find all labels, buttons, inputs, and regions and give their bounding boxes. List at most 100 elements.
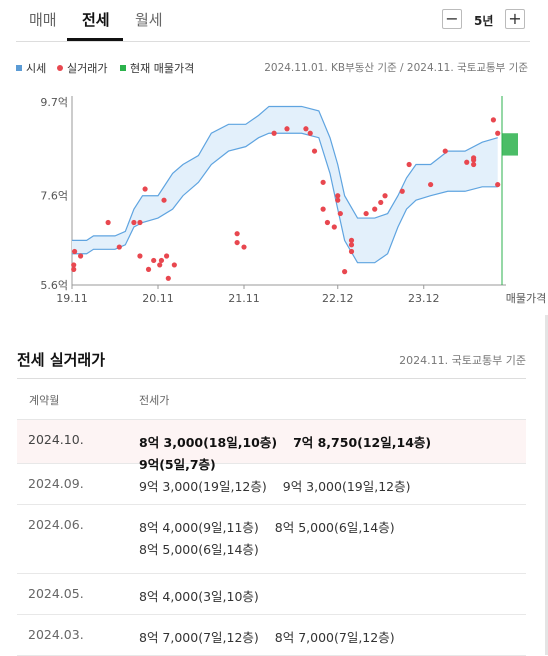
tab-monthly-rent[interactable]: 월세: [135, 11, 163, 29]
transaction-point[interactable]: [363, 210, 369, 217]
transaction-point[interactable]: [303, 126, 309, 132]
legend-item-listing-price[interactable]: 현재 매물가격: [120, 60, 194, 76]
y-tick-label: 7.6억: [40, 190, 68, 203]
transaction-point[interactable]: [320, 179, 326, 185]
legend-item-transactions[interactable]: 실거래가: [57, 60, 107, 76]
deal-entry: 9억 3,000(19일,12층): [282, 479, 411, 494]
x-tick-label: 22.12: [322, 292, 354, 305]
transaction-point[interactable]: [165, 275, 171, 281]
transaction-point[interactable]: [382, 193, 388, 199]
transaction-point[interactable]: [342, 269, 348, 275]
deal-entry: 8억 3,000(18일,10층): [139, 435, 278, 450]
transaction-point[interactable]: [116, 244, 122, 250]
x-tick-label: 19.11: [56, 292, 88, 305]
transaction-point[interactable]: [164, 253, 170, 259]
transaction-point[interactable]: [171, 262, 177, 268]
transaction-point[interactable]: [307, 130, 313, 136]
deal-entry: 8억 7,000(7일,12층): [274, 630, 395, 645]
transaction-point[interactable]: [145, 266, 152, 272]
transaction-point[interactable]: [490, 117, 496, 123]
transaction-point[interactable]: [234, 231, 240, 237]
transaction-point[interactable]: [142, 186, 148, 192]
transaction-point[interactable]: [158, 257, 165, 264]
deal-list: 9억 3,000(19일,12층) 9억 3,000(19일,12층): [139, 476, 524, 498]
transaction-point[interactable]: [157, 262, 163, 268]
price-chart[interactable]: 5.6억 7.6억 9.7억 19.11 20.11 21.11 22.12 23.12 매물가…: [0, 80, 548, 312]
transaction-point[interactable]: [311, 148, 318, 154]
transaction-point[interactable]: [495, 181, 501, 188]
market-price-upper-line: [72, 105, 498, 241]
contract-month: 2024.10.: [28, 432, 84, 447]
section-source: 2024.11. 국토교통부 기준: [399, 354, 526, 367]
transaction-point[interactable]: [137, 219, 143, 226]
period-decrease-button[interactable]: −: [442, 9, 462, 29]
transaction-point[interactable]: [348, 242, 355, 248]
transaction-point[interactable]: [131, 219, 137, 226]
transaction-point[interactable]: [337, 210, 343, 217]
transaction-point[interactable]: [284, 126, 290, 132]
deal-entry: 8억 4,000(3일,10층): [139, 589, 259, 604]
x-end-label: 매물가격: [506, 292, 546, 305]
legend-dot-icon: [57, 65, 63, 71]
transaction-point[interactable]: [406, 161, 412, 168]
deal-entry: 8억 5,000(6일,14층): [274, 520, 395, 535]
section-title: 전세 실거래가: [17, 351, 106, 369]
transaction-point[interactable]: [331, 224, 337, 230]
transaction-point[interactable]: [234, 239, 240, 246]
market-price-band[interactable]: [72, 106, 498, 263]
transaction-point[interactable]: [151, 257, 157, 264]
transaction-point[interactable]: [71, 266, 77, 272]
table-header: 계약월 전세가: [17, 378, 526, 420]
deal-list: 8억 4,000(3일,10층): [139, 586, 524, 608]
chart-source: 2024.11.01. KB부동산 기준 / 2024.11. 국토교통부 기준: [264, 62, 528, 74]
transaction-point[interactable]: [161, 197, 167, 203]
transaction-point[interactable]: [241, 244, 247, 250]
tab-jeonse[interactable]: 전세: [82, 11, 110, 29]
legend-square-icon: [120, 65, 126, 71]
transaction-point[interactable]: [471, 155, 477, 161]
legend-item-market-price[interactable]: 시세: [16, 60, 46, 76]
tab-sale[interactable]: 매매: [29, 11, 57, 29]
transaction-point[interactable]: [71, 262, 77, 268]
table-body: 2024.10. 8억 3,000(18일,10층) 7억 8,750(12일,14…: [17, 420, 526, 656]
tab-divider: [16, 41, 530, 42]
transaction-point[interactable]: [71, 248, 78, 255]
transaction-point[interactable]: [324, 219, 331, 226]
table-row: 2024.05. 8억 4,000(3일,10층): [17, 574, 526, 615]
transaction-point[interactable]: [471, 161, 477, 168]
deal-entry: 8억 7,000(7일,12층): [139, 630, 259, 645]
transaction-point[interactable]: [348, 237, 355, 243]
deal-entry: 8억 5,000(6일,14층): [139, 542, 259, 557]
period-increase-button[interactable]: +: [505, 9, 525, 29]
transaction-point[interactable]: [271, 130, 277, 136]
deal-list: 8억 4,000(9일,11층) 8억 5,000(6일,14층) 8억 5,000…: [139, 517, 524, 561]
contract-month: 2024.09.: [28, 476, 84, 491]
transaction-point[interactable]: [137, 253, 143, 259]
legend-square-icon: [16, 65, 22, 71]
period-value: 5년: [474, 14, 494, 28]
transaction-point[interactable]: [78, 253, 84, 259]
contract-month: 2024.06.: [28, 517, 84, 532]
x-tick-label: 20.11: [142, 292, 174, 305]
transaction-point[interactable]: [335, 193, 341, 199]
transaction-point[interactable]: [442, 148, 448, 154]
listing-price-range[interactable]: [502, 133, 518, 156]
y-tick-label: 9.7억: [40, 96, 68, 109]
transaction-point[interactable]: [372, 206, 378, 212]
deal-entry: 9억 3,000(19일,12층): [139, 479, 267, 494]
header-month: 계약월: [29, 394, 60, 407]
transaction-point[interactable]: [399, 188, 405, 194]
transaction-point[interactable]: [320, 206, 326, 212]
table-row: 2024.06. 8억 4,000(9일,11층) 8억 5,000(6일,14층)…: [17, 505, 526, 574]
active-tab-indicator: [67, 38, 123, 41]
transaction-point[interactable]: [105, 219, 111, 226]
scrollbar[interactable]: [545, 315, 548, 655]
x-tick-label: 23.12: [408, 292, 440, 305]
transaction-point[interactable]: [378, 199, 384, 206]
transaction-point[interactable]: [428, 181, 434, 188]
transaction-point[interactable]: [495, 130, 501, 136]
transaction-point[interactable]: [335, 197, 341, 203]
transaction-point[interactable]: [348, 248, 355, 255]
transaction-point[interactable]: [464, 159, 470, 165]
header-price: 전세가: [139, 394, 170, 407]
